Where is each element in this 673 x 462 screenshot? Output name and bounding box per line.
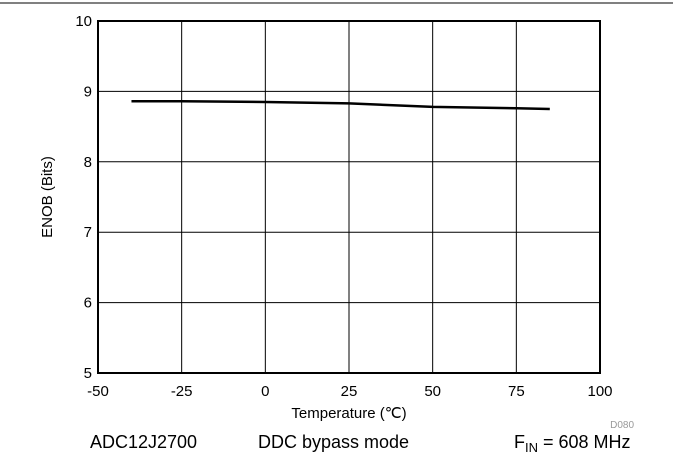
plot-frame bbox=[97, 20, 601, 374]
series-group bbox=[131, 100, 550, 111]
x-tick-label: 75 bbox=[508, 383, 525, 400]
tick-labels: -50 -25 0 25 50 75 100 5 6 7 8 9 10 bbox=[75, 13, 612, 400]
footer-device: ADC12J2700 bbox=[90, 432, 198, 452]
y-tick-label: 6 bbox=[84, 295, 92, 312]
fin-value: = 608 MHz bbox=[538, 432, 631, 452]
x-tick-label: 25 bbox=[341, 383, 358, 400]
y-tick-label: 5 bbox=[84, 365, 92, 382]
y-tick-label: 9 bbox=[84, 83, 92, 100]
x-axis-label: Temperature (℃) bbox=[291, 405, 406, 422]
fin-label: F bbox=[514, 432, 525, 452]
y-tick-label: 8 bbox=[84, 154, 92, 171]
footer-mode: DDC bypass mode bbox=[258, 432, 410, 452]
x-tick-label: 50 bbox=[424, 383, 441, 400]
figure-id: D080 bbox=[610, 420, 634, 431]
y-tick-label: 7 bbox=[84, 224, 92, 241]
x-tick-label: -50 bbox=[87, 383, 109, 400]
footer-fin: FIN = 608 MHz bbox=[514, 430, 631, 455]
series-line bbox=[131, 100, 550, 111]
x-tick-label: -25 bbox=[171, 383, 193, 400]
x-tick-label: 0 bbox=[261, 383, 269, 400]
fin-subscript: IN bbox=[525, 440, 538, 455]
grid bbox=[98, 21, 600, 373]
x-tick-label: 100 bbox=[587, 383, 612, 400]
y-axis-label: ENOB (Bits) bbox=[39, 156, 56, 238]
y-tick-label: 10 bbox=[75, 13, 92, 30]
